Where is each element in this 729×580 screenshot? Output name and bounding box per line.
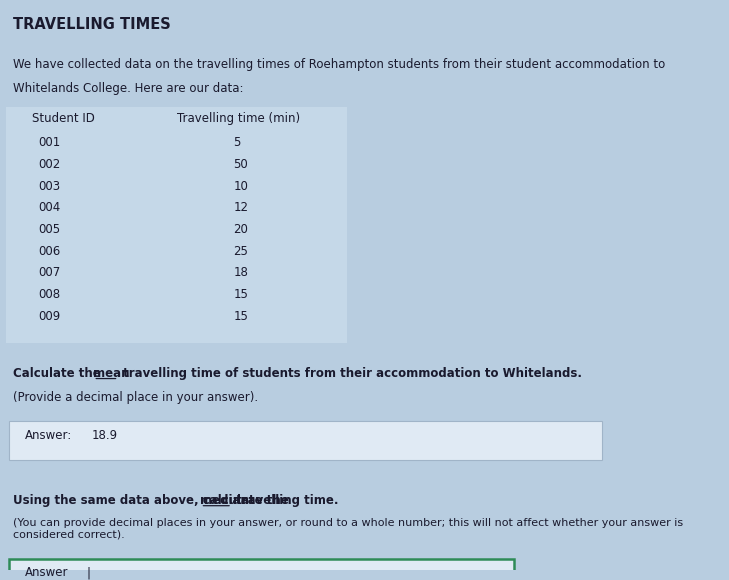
Text: Answer: Answer [26, 566, 69, 579]
Text: 10: 10 [233, 180, 248, 193]
Text: |: | [87, 566, 91, 579]
Text: Answer:: Answer: [26, 429, 72, 442]
Text: 009: 009 [38, 310, 60, 322]
Text: Travelling time (min): Travelling time (min) [176, 113, 300, 125]
Text: travelling time.: travelling time. [232, 494, 338, 508]
FancyBboxPatch shape [9, 559, 514, 580]
Text: Whitelands College. Here are our data:: Whitelands College. Here are our data: [12, 82, 243, 95]
Text: 008: 008 [38, 288, 60, 301]
Text: (Provide a decimal place in your answer).: (Provide a decimal place in your answer)… [12, 391, 258, 404]
Text: We have collected data on the travelling times of Roehampton students from their: We have collected data on the travelling… [12, 58, 665, 71]
Text: median: median [200, 494, 249, 508]
Text: 15: 15 [233, 288, 248, 301]
Text: travelling time of students from their accommodation to Whitelands.: travelling time of students from their a… [119, 367, 582, 380]
FancyBboxPatch shape [9, 421, 602, 460]
Text: TRAVELLING TIMES: TRAVELLING TIMES [12, 17, 171, 32]
Text: 004: 004 [38, 201, 60, 214]
Text: 002: 002 [38, 158, 60, 171]
Text: 003: 003 [38, 180, 60, 193]
Text: (You can provide decimal places in your answer, or round to a whole number; this: (You can provide decimal places in your … [12, 519, 683, 540]
Text: 005: 005 [38, 223, 60, 236]
Text: 007: 007 [38, 266, 60, 279]
Text: 5: 5 [233, 136, 241, 149]
Text: 001: 001 [38, 136, 60, 149]
Text: 18: 18 [233, 266, 248, 279]
Text: 18.9: 18.9 [91, 429, 117, 442]
Text: Using the same data above, calculate the: Using the same data above, calculate the [12, 494, 292, 508]
Text: Calculate the: Calculate the [12, 367, 104, 380]
FancyBboxPatch shape [7, 107, 347, 343]
Text: 15: 15 [233, 310, 248, 322]
Text: 50: 50 [233, 158, 248, 171]
Text: Student ID: Student ID [31, 113, 94, 125]
Text: 20: 20 [233, 223, 248, 236]
Text: 12: 12 [233, 201, 249, 214]
Text: 006: 006 [38, 245, 60, 258]
Text: 25: 25 [233, 245, 248, 258]
Text: mean: mean [93, 367, 130, 380]
